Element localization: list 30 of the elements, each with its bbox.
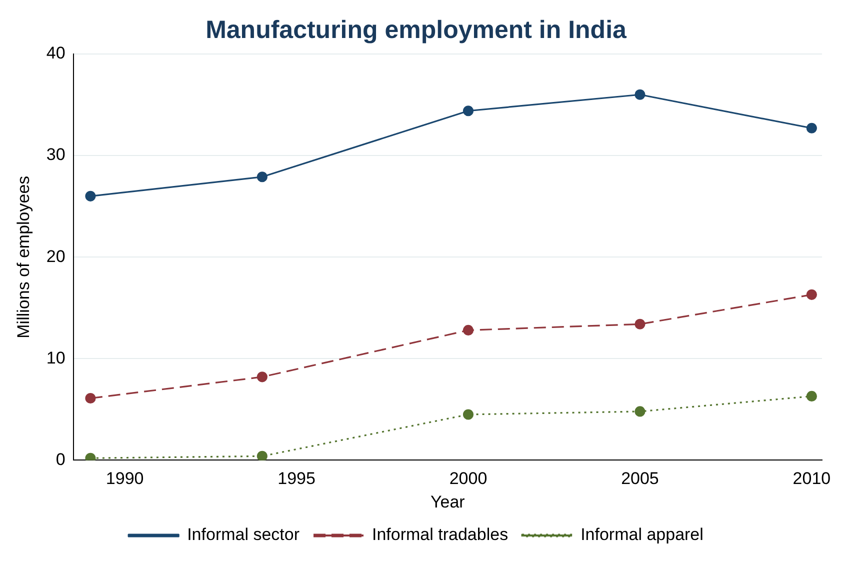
point: [806, 289, 817, 300]
legend-label: Informal tradables: [372, 525, 508, 544]
x-tick-label: 2010: [792, 469, 831, 488]
legend-label: Informal sector: [187, 525, 300, 544]
point: [85, 392, 96, 404]
y-tick-label: 10: [46, 348, 66, 368]
point: [256, 172, 268, 182]
point: [634, 89, 646, 100]
x-tick-label: 2005: [621, 469, 659, 488]
point: [462, 409, 474, 420]
point: [256, 450, 268, 460]
y-tick-label: 40: [46, 44, 66, 63]
point: [462, 106, 474, 116]
y-tick-label: 30: [46, 145, 66, 164]
point: [462, 324, 474, 336]
x-axis-title: Year: [430, 492, 466, 512]
point: [806, 122, 817, 134]
point: [634, 406, 646, 417]
y-axis-title: Millions of employees: [14, 176, 33, 338]
x-tick-label: 1995: [278, 469, 316, 488]
y-tick-label: 20: [46, 246, 66, 266]
point: [256, 372, 268, 382]
chart-title: Manufacturing employment in India: [206, 16, 628, 44]
point: [806, 390, 817, 402]
legend-label: Informal apparel: [580, 525, 704, 544]
y-tick-label: 0: [56, 450, 66, 469]
x-tick-label: 2000: [449, 469, 488, 488]
point: [634, 318, 646, 330]
point: [85, 190, 96, 202]
x-tick-label: 1990: [106, 469, 144, 488]
